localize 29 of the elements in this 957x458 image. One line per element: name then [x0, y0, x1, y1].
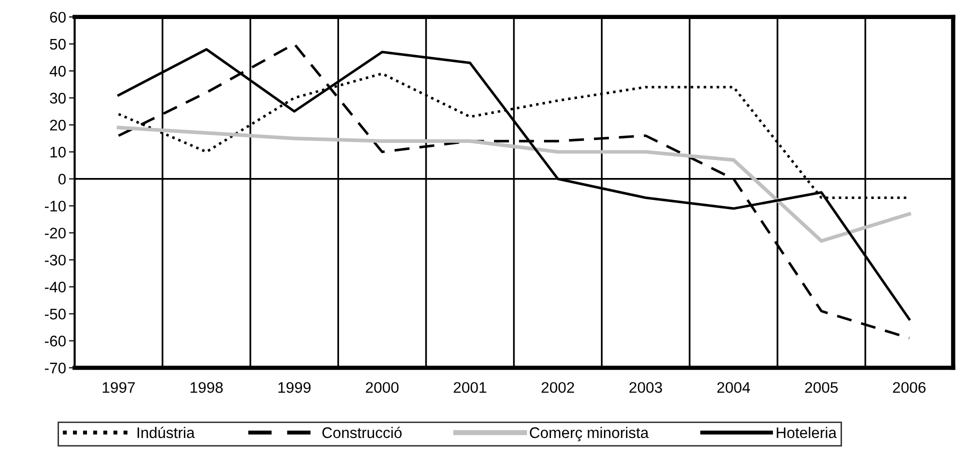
- y-tick-label: -50: [44, 308, 66, 320]
- x-tick-label: 2004: [717, 382, 750, 393]
- y-tick-label: 0: [58, 174, 66, 185]
- x-tick-label: 2000: [366, 382, 399, 393]
- y-tick-label: -10: [44, 200, 66, 212]
- y-tick-label: 60: [50, 12, 66, 23]
- x-tick-label: 1997: [102, 382, 135, 393]
- legend-label: Construcció: [322, 426, 402, 438]
- x-tick-label: 2006: [893, 382, 926, 393]
- x-tick-label: 1999: [278, 382, 311, 393]
- x-tick-label: 2002: [542, 382, 574, 393]
- y-tick-label: -60: [44, 336, 66, 346]
- x-tick-label: 1998: [190, 382, 223, 393]
- y-tick-label: -70: [44, 362, 66, 374]
- x-tick-label: 2005: [805, 382, 838, 393]
- y-tick-label: 40: [50, 66, 66, 77]
- y-tick-label: -20: [44, 228, 66, 239]
- x-tick-label: 2001: [454, 382, 486, 393]
- y-tick-label: -30: [44, 254, 66, 266]
- legend-label: Hoteleria: [776, 426, 837, 438]
- legend-label: Indústria: [138, 426, 195, 438]
- y-tick-label: -40: [44, 282, 66, 292]
- y-tick-label: 10: [50, 146, 66, 158]
- y-tick-label: 30: [50, 92, 66, 104]
- legend-label: Comerç minorista: [530, 426, 649, 442]
- x-tick-label: 2003: [629, 382, 662, 393]
- y-tick-label: 20: [50, 120, 66, 131]
- y-tick-label: 50: [50, 38, 66, 50]
- line-series: [116, 126, 912, 243]
